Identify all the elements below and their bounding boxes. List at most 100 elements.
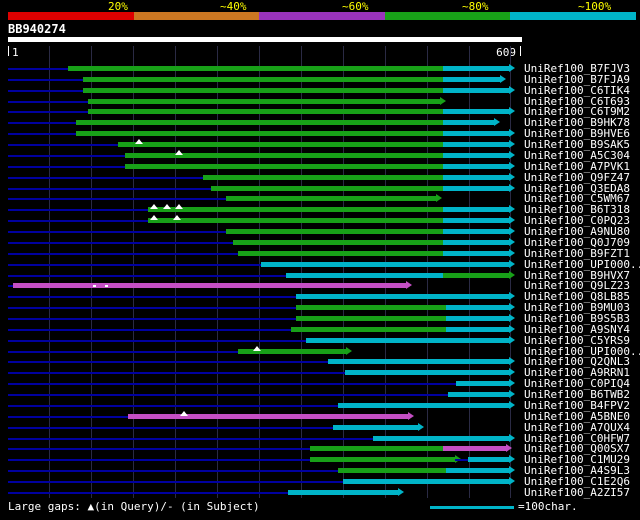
hit-label[interactable]: UniRef100_B7FJV3 [524, 62, 630, 75]
hit-label[interactable]: UniRef100_C0PIQ4 [524, 377, 630, 391]
hit-segment[interactable] [82, 76, 444, 82]
hit-label[interactable]: UniRef100_C5WM67 [524, 192, 630, 206]
hit-label[interactable]: UniRef100_Q9FZ47 [524, 170, 630, 184]
hit-segment[interactable] [13, 283, 407, 289]
hit-segment[interactable] [443, 163, 509, 169]
hit-segment[interactable] [445, 305, 509, 311]
hit-segment[interactable] [443, 109, 509, 115]
hit-label[interactable]: UniRef100_A9RRN1 [524, 366, 630, 380]
hit-label[interactable]: UniRef100_Q0J709 [524, 235, 630, 249]
hit-label[interactable]: UniRef100_B9MU03 [524, 301, 630, 315]
hit-segment[interactable] [443, 120, 494, 126]
hit-segment[interactable] [226, 229, 444, 235]
hit-label[interactable]: UniRef100_Q2QNL3 [524, 355, 630, 369]
hit-label[interactable]: UniRef100_A9NU80 [524, 225, 630, 239]
hit-segment[interactable] [445, 316, 509, 321]
hit-segment[interactable] [443, 152, 509, 158]
hit-label[interactable]: UniRef100_UPI000... [524, 257, 640, 271]
hit-label[interactable]: UniRef100_B7FJA9 [524, 72, 630, 86]
hit-label[interactable]: UniRef100_C6T9M2 [524, 105, 630, 119]
hit-segment[interactable] [309, 446, 444, 452]
hit-segment[interactable] [125, 152, 444, 158]
hit-segment[interactable] [67, 66, 444, 71]
hit-segment[interactable] [443, 250, 509, 256]
hit-segment[interactable] [443, 239, 509, 245]
hit-segment[interactable] [295, 294, 509, 300]
hit-segment[interactable] [443, 446, 507, 452]
hit-segment[interactable] [285, 272, 444, 278]
hit-segment[interactable] [237, 348, 347, 354]
hit-segment[interactable] [342, 479, 509, 485]
hit-segment[interactable] [232, 239, 444, 245]
hit-label[interactable]: UniRef100_B9S5B3 [524, 312, 630, 325]
hit-segment[interactable] [443, 272, 509, 278]
hit-label[interactable]: UniRef100_C0HFW7 [524, 431, 630, 445]
hit-segment[interactable] [87, 109, 444, 115]
hit-segment[interactable] [82, 87, 444, 93]
hit-label[interactable]: UniRef100_C0PQ23 [524, 214, 630, 228]
hit-label[interactable]: UniRef100_B9FZT1 [524, 246, 630, 260]
hit-segment[interactable] [288, 489, 399, 495]
hit-segment[interactable] [443, 229, 509, 235]
hit-segment[interactable] [443, 174, 509, 180]
hit-segment[interactable] [148, 207, 444, 213]
hit-segment[interactable] [443, 66, 509, 71]
hit-label[interactable]: UniRef100_Q8LB85 [524, 290, 630, 304]
hit-segment[interactable] [202, 174, 444, 180]
hit-segment[interactable] [372, 435, 509, 441]
hit-segment[interactable] [290, 326, 446, 332]
hit-segment[interactable] [309, 457, 456, 463]
hit-segment[interactable] [447, 392, 509, 398]
hit-segment[interactable] [148, 218, 444, 224]
hit-label[interactable]: UniRef100_Q00SX7 [524, 442, 630, 456]
hit-segment[interactable] [125, 163, 444, 169]
hit-label[interactable]: UniRef100_C1MU29 [524, 453, 630, 467]
hit-label[interactable]: UniRef100_B9HVE6 [524, 127, 630, 141]
hit-label[interactable]: UniRef100_A9SNY4 [524, 322, 630, 336]
hit-segment[interactable] [443, 87, 509, 93]
hit-label[interactable]: UniRef100_B9HVX7 [524, 268, 630, 282]
hit-label[interactable]: UniRef100_A2ZI57 [524, 485, 630, 499]
hit-segment[interactable] [117, 142, 444, 148]
hit-segment[interactable] [443, 76, 501, 82]
hit-label[interactable]: UniRef100_C6TIK4 [524, 83, 630, 97]
hit-segment[interactable] [443, 218, 509, 224]
hit-label[interactable]: UniRef100_Q3EDA8 [524, 181, 630, 195]
hit-label[interactable]: UniRef100_B9SAK5 [524, 138, 630, 152]
hit-label[interactable]: UniRef100_B9HK78 [524, 116, 630, 130]
hit-label[interactable]: UniRef100_C5YRS9 [524, 333, 630, 347]
hit-label[interactable]: UniRef100_B6T318 [524, 203, 630, 217]
hit-label[interactable]: UniRef100_B4FPV2 [524, 398, 630, 412]
hit-segment[interactable] [327, 359, 509, 365]
hit-label[interactable]: UniRef100_A5C304 [524, 148, 630, 162]
hit-segment[interactable] [226, 196, 436, 202]
hit-segment[interactable] [237, 250, 444, 256]
hit-segment[interactable] [127, 413, 409, 419]
hit-label[interactable]: UniRef100_B6TWB2 [524, 388, 630, 402]
hit-label[interactable]: UniRef100_A7PVK1 [524, 159, 630, 173]
hit-segment[interactable] [295, 316, 446, 321]
hit-segment[interactable] [443, 142, 509, 148]
hit-segment[interactable] [210, 185, 444, 191]
hit-segment[interactable] [332, 424, 419, 430]
hit-label[interactable]: UniRef100_Q9LZ23 [524, 279, 630, 293]
hit-segment[interactable] [455, 381, 509, 387]
hit-segment[interactable] [337, 468, 446, 474]
hit-segment[interactable] [345, 370, 509, 376]
hit-segment[interactable] [443, 185, 509, 191]
hit-segment[interactable] [87, 98, 440, 104]
hit-segment[interactable] [443, 131, 509, 137]
hit-label[interactable]: UniRef100_C6T693 [524, 94, 630, 108]
hit-segment[interactable] [75, 120, 444, 126]
hit-segment[interactable] [75, 131, 444, 137]
hit-label[interactable]: UniRef100_A7QUX4 [524, 420, 630, 434]
hit-segment[interactable] [443, 207, 509, 213]
hit-segment[interactable] [305, 337, 509, 343]
hit-segment[interactable] [337, 402, 509, 408]
hit-segment[interactable] [295, 305, 446, 311]
hit-label[interactable]: UniRef100_UPI000... [524, 344, 640, 358]
hit-label[interactable]: UniRef100_A5BNE0 [524, 409, 630, 423]
hit-segment[interactable] [445, 326, 509, 332]
hit-segment[interactable] [467, 457, 509, 463]
hit-label[interactable]: UniRef100_A4S9L3 [524, 464, 630, 478]
